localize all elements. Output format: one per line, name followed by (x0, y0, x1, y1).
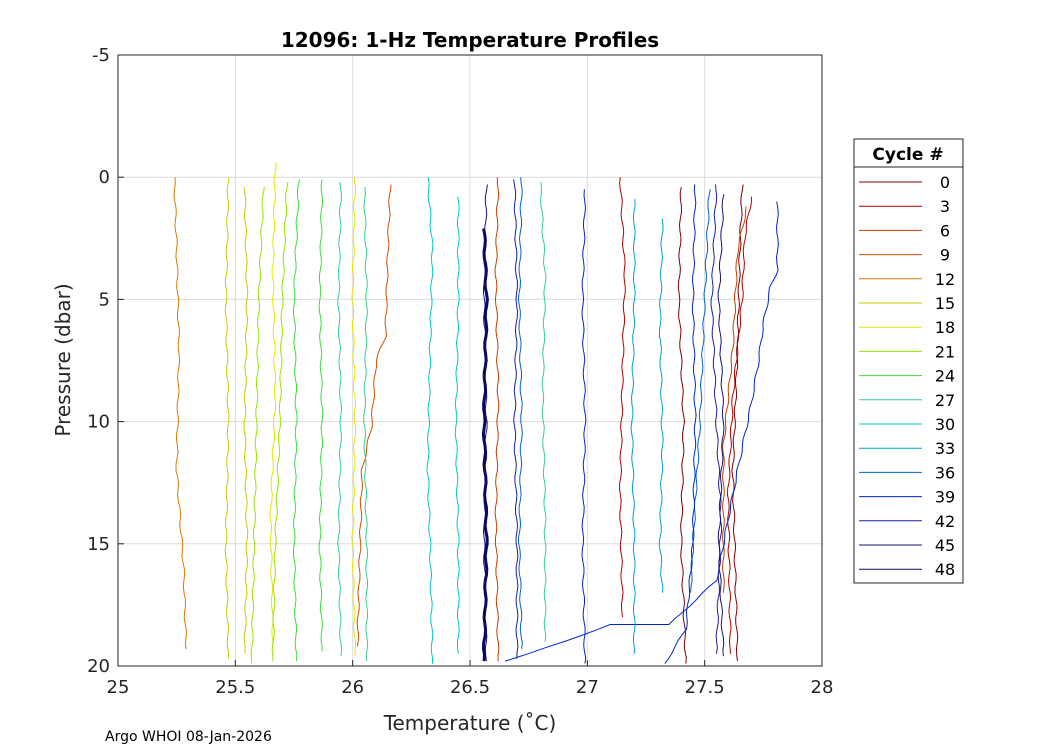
profile-line-cycle-39 (581, 189, 587, 664)
legend-label: 15 (935, 294, 955, 313)
y-tick-label: 10 (87, 412, 110, 433)
x-tick-label: 26 (341, 677, 364, 698)
legend-label: 24 (935, 367, 955, 386)
profile-line-cycle-15 (224, 177, 230, 659)
x-tick-label: 25 (107, 677, 130, 698)
y-tick-label: 15 (87, 534, 110, 555)
profile-line-cycle-27 (363, 186, 369, 662)
profile-line-cycle-36 (690, 189, 711, 593)
profile-line-cycle-39 (664, 184, 697, 664)
profile-line-cycle-21 (271, 182, 289, 662)
y-tick-label: 20 (87, 656, 110, 677)
profile-line-cycle-30 (454, 196, 460, 654)
profile-line-cycle-24 (318, 179, 324, 652)
legend-title: Cycle # (872, 145, 943, 165)
legend-label: 42 (935, 512, 955, 531)
chart-title: 12096: 1-Hz Temperature Profiles (281, 28, 659, 52)
profile-line-cycle-27 (540, 182, 547, 642)
profile-line-cycle-33 (658, 218, 664, 593)
y-tick-label: 0 (99, 167, 110, 188)
profile-line-cycle-42 (513, 179, 519, 659)
profile-line-cycle-6 (722, 206, 747, 593)
series-layer (173, 162, 779, 664)
profile-line-cycle-3 (727, 196, 752, 654)
profile-line-cycle-48 (481, 228, 489, 662)
legend-box (853, 138, 964, 584)
profile-line-cycle-0 (731, 184, 744, 662)
profile-line-cycle-12 (173, 177, 187, 649)
x-tick-label: 27 (576, 677, 599, 698)
legend-label: 21 (935, 342, 955, 361)
x-tick-label: 27.5 (685, 677, 725, 698)
profile-line-cycle-6 (494, 177, 500, 662)
legend-label: 6 (940, 221, 950, 240)
legend-label: 18 (935, 318, 955, 337)
profile-line-cycle-33 (630, 199, 636, 654)
y-tick-label: 5 (99, 289, 110, 310)
legend-label: 12 (935, 270, 955, 289)
legend-label: 48 (935, 560, 955, 579)
profile-line-cycle-27 (337, 182, 343, 657)
legend-label: 33 (935, 439, 955, 458)
legend-label: 36 (935, 463, 955, 482)
y-ticks: -5 0 5 10 15 20 (87, 45, 124, 677)
profile-line-cycle-39 (505, 201, 779, 662)
profile-line-cycle-30 (426, 177, 434, 664)
profile-line-cycle-15 (243, 186, 249, 654)
legend-label: 0 (940, 173, 950, 192)
x-tick-label: 26.5 (450, 677, 490, 698)
profile-line-cycle-21 (250, 186, 265, 664)
profile-line-cycle-18 (269, 162, 277, 642)
profile-line-cycle-9 (356, 184, 392, 647)
profile-line-cycle-24 (292, 179, 300, 662)
profile-line-cycle-42 (710, 184, 723, 654)
y-tick-label: -5 (92, 45, 110, 66)
legend-label: 45 (935, 536, 955, 555)
x-ticks: 25 25.5 26 26.5 27 27.5 28 (107, 660, 834, 698)
legend-label: 27 (935, 391, 955, 410)
footer-credit: Argo WHOI 08-Jan-2026 (105, 729, 272, 745)
y-axis-label: Pressure (dbar) (51, 283, 75, 436)
profile-line-cycle-3 (619, 177, 626, 618)
profile-line-cycle-18 (351, 177, 357, 657)
x-tick-label: 25.5 (215, 677, 255, 698)
profile-line-cycle-36 (517, 177, 523, 649)
legend-label: 9 (940, 246, 950, 265)
x-axis-label: Temperature (˚C) (383, 711, 557, 735)
legend-label: 30 (935, 415, 955, 434)
legend-label: 3 (940, 197, 950, 216)
legend-label: 39 (935, 488, 955, 507)
profile-line-cycle-45 (717, 194, 725, 657)
profile-line-cycle-0 (677, 186, 687, 664)
x-tick-label: 28 (811, 677, 834, 698)
